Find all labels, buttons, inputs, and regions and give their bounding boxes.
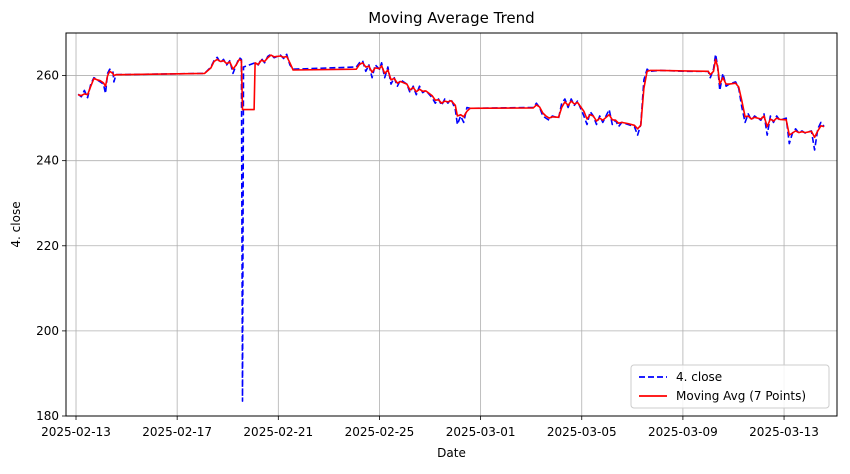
y-tick-label: 240 (36, 154, 59, 168)
y-tick-label: 200 (36, 324, 59, 338)
x-tick-label: 2025-03-05 (547, 425, 617, 439)
legend: 4. close Moving Avg (7 Points) (630, 364, 830, 409)
y-axis-label: 4. close (9, 201, 23, 247)
x-tick-label: 2025-03-09 (648, 425, 718, 439)
series-layer (77, 53, 825, 402)
x-tick-label: 2025-02-21 (243, 425, 313, 439)
legend-label: Moving Avg (7 Points) (676, 389, 806, 403)
x-tick-label: 2025-03-01 (446, 425, 516, 439)
legend-box (630, 364, 830, 409)
y-tick-label: 260 (36, 69, 59, 83)
moving-average-line (77, 54, 825, 139)
legend-label: 4. close (676, 370, 722, 384)
y-tick-label: 180 (36, 409, 59, 423)
x-tick-label: 2025-02-17 (142, 425, 212, 439)
x-axis-label: Date (437, 446, 466, 460)
y-tick-label: 220 (36, 239, 59, 253)
plot-frame (65, 32, 838, 417)
chart-title: Moving Average Trend (368, 9, 534, 27)
axis-ticks: 2025-02-13 2025-02-17 2025-02-21 2025-02-25… (36, 69, 819, 439)
x-tick-label: 2025-03-13 (749, 425, 819, 439)
x-tick-label: 2025-02-13 (41, 425, 111, 439)
x-tick-label: 2025-02-25 (345, 425, 415, 439)
